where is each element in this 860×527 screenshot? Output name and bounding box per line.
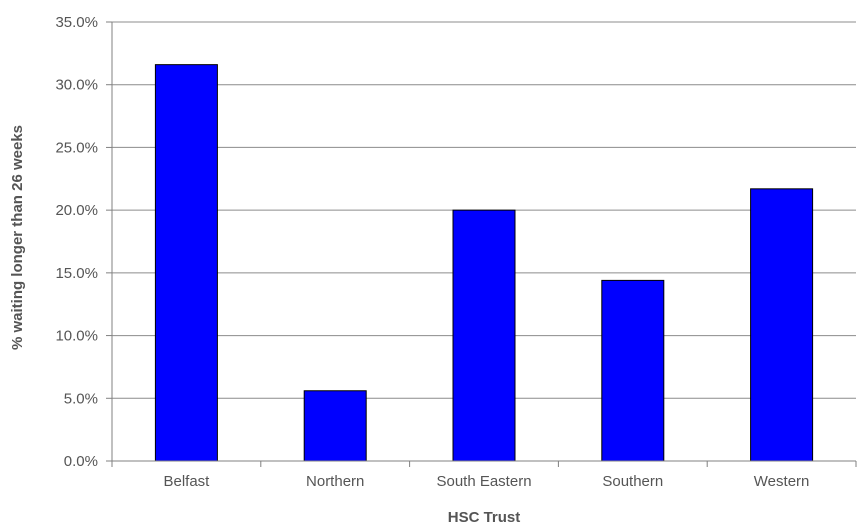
bar-southern bbox=[601, 279, 665, 462]
x-tick-label: Northern bbox=[306, 473, 364, 490]
bars bbox=[154, 64, 814, 462]
y-tick-label: 25.0% bbox=[55, 139, 98, 156]
x-tick-label: Western bbox=[754, 473, 810, 490]
bar-western bbox=[750, 188, 814, 462]
y-tick-label: 0.0% bbox=[64, 453, 98, 470]
y-tick-label: 30.0% bbox=[55, 77, 98, 94]
x-axis-title: HSC Trust bbox=[448, 509, 521, 526]
x-tick-labels: Belfast Northern South Eastern Southern West… bbox=[163, 473, 809, 490]
y-tick-label: 10.0% bbox=[55, 328, 98, 345]
y-tick-label: 35.0% bbox=[55, 14, 98, 31]
bar-south-eastern bbox=[452, 209, 516, 462]
y-axis-title: % waiting longer than 26 weeks bbox=[9, 125, 26, 350]
bar-northern bbox=[303, 390, 367, 462]
y-tick-label: 5.0% bbox=[64, 390, 98, 407]
x-tick-label: Belfast bbox=[163, 473, 210, 490]
y-tick-label: 15.0% bbox=[55, 265, 98, 282]
y-tick-labels: 0.0% 5.0% 10.0% 15.0% 20.0% 25.0% 30.0% 35.0% bbox=[55, 14, 98, 470]
x-tick-label: Southern bbox=[602, 473, 663, 490]
bar-belfast bbox=[154, 64, 218, 462]
x-tick-label: South Eastern bbox=[436, 473, 531, 490]
axes bbox=[106, 21, 857, 467]
y-tick-label: 20.0% bbox=[55, 202, 98, 219]
